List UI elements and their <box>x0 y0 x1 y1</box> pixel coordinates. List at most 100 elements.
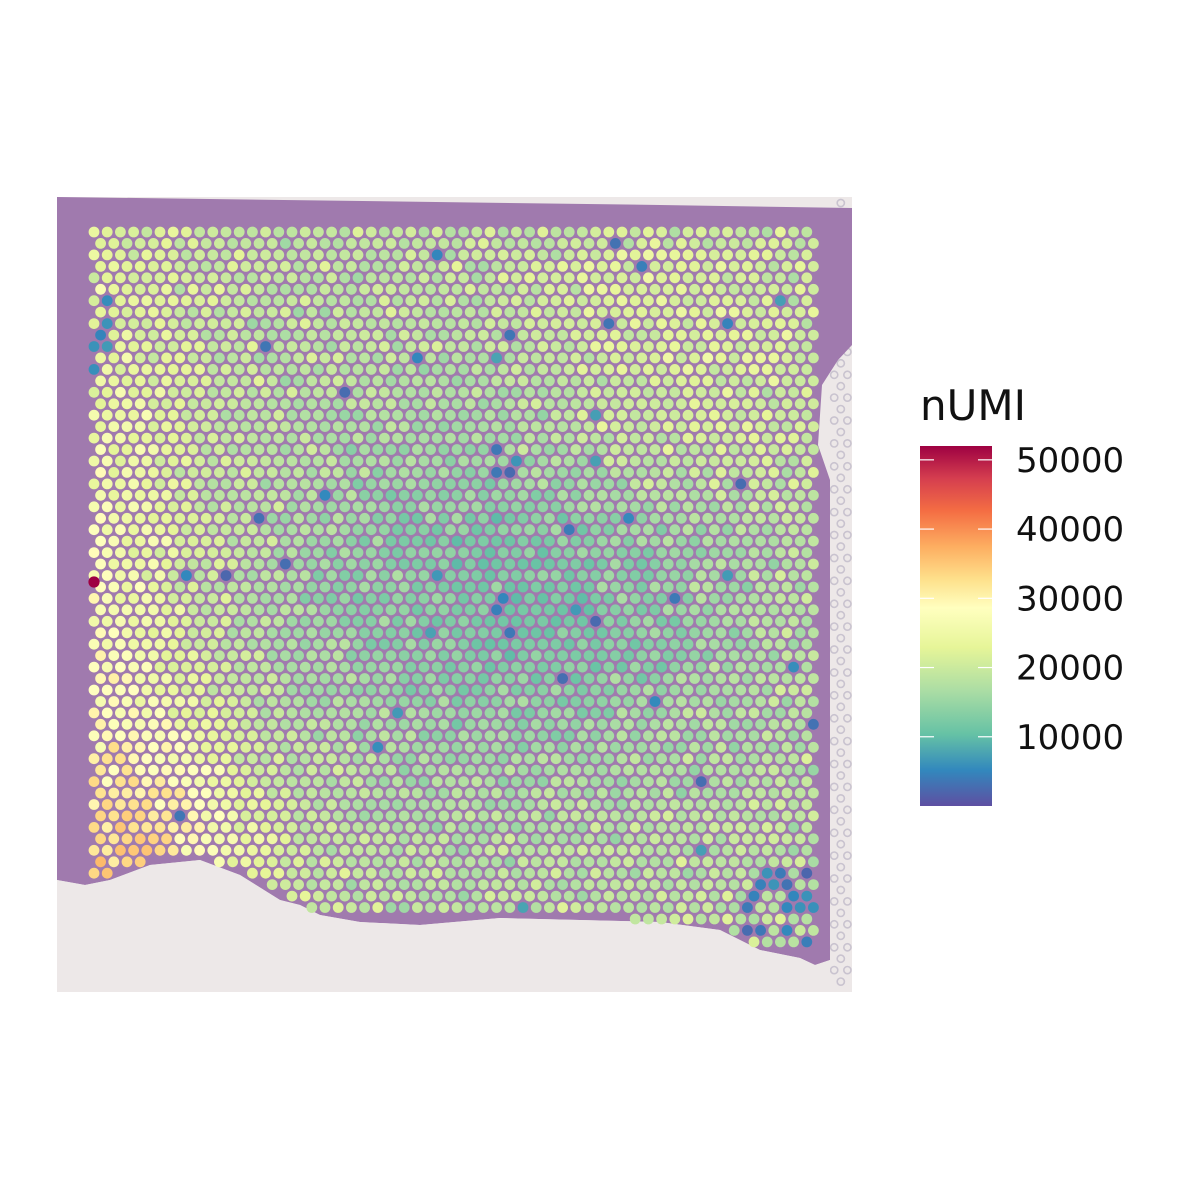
spot <box>471 501 483 513</box>
spot <box>504 558 516 570</box>
spot <box>695 272 707 284</box>
spot <box>306 902 318 913</box>
spot <box>530 902 542 913</box>
spot <box>504 489 516 501</box>
spot <box>616 547 628 558</box>
spot <box>544 902 555 913</box>
spot <box>299 432 311 444</box>
spot <box>669 707 681 719</box>
spot <box>431 867 443 879</box>
spot <box>656 386 667 398</box>
spot <box>207 272 219 284</box>
spot <box>616 295 628 307</box>
spot <box>167 386 179 398</box>
spot <box>484 341 496 352</box>
spot <box>220 799 232 810</box>
spot <box>194 295 206 307</box>
spot <box>649 535 661 547</box>
spot <box>379 226 390 238</box>
spot <box>167 684 179 696</box>
spot <box>240 741 252 753</box>
spot <box>88 432 100 444</box>
spot <box>293 810 304 822</box>
spot <box>154 364 166 375</box>
spot <box>715 833 727 845</box>
spot <box>161 306 173 318</box>
spot <box>253 741 265 753</box>
spot <box>101 844 113 856</box>
spot <box>695 867 707 879</box>
spot <box>260 226 271 238</box>
spot <box>445 776 456 787</box>
spot <box>629 822 641 833</box>
spot <box>445 753 456 765</box>
spot <box>339 684 351 696</box>
spot <box>478 421 489 432</box>
spot <box>504 283 516 295</box>
spot <box>438 902 450 913</box>
empty-spot <box>829 370 839 380</box>
spot <box>141 478 153 490</box>
spot <box>412 444 423 455</box>
spot <box>775 753 786 765</box>
spot <box>240 581 252 593</box>
spot <box>174 329 186 341</box>
spot <box>728 489 740 501</box>
spot <box>134 261 146 272</box>
spot <box>372 489 384 501</box>
spot <box>233 295 245 307</box>
spot <box>332 283 344 295</box>
spot <box>504 673 516 684</box>
spot <box>379 753 390 765</box>
spot <box>504 604 516 616</box>
spot <box>101 318 113 329</box>
spot <box>405 593 417 604</box>
spot <box>537 822 549 833</box>
spot <box>781 696 793 707</box>
spot <box>332 879 344 890</box>
spot <box>497 776 509 787</box>
spot <box>398 238 410 249</box>
spot <box>511 432 522 444</box>
spot <box>695 501 707 513</box>
spot <box>590 867 601 879</box>
spot <box>359 329 370 341</box>
spot <box>405 799 417 810</box>
spot <box>742 512 753 524</box>
spot <box>418 432 430 444</box>
spot <box>134 856 146 868</box>
spot <box>332 833 344 845</box>
spot <box>583 604 595 616</box>
spot <box>260 844 271 856</box>
spot <box>266 283 278 295</box>
spot <box>794 627 806 639</box>
spot <box>326 341 337 352</box>
spot <box>623 352 634 364</box>
spot <box>128 661 140 673</box>
spot <box>537 409 549 421</box>
spot <box>649 375 661 387</box>
spot <box>497 570 509 581</box>
spot <box>768 810 780 822</box>
spot <box>728 650 740 661</box>
spot <box>511 364 522 375</box>
spot <box>801 364 813 375</box>
spot <box>128 318 140 329</box>
spot <box>352 226 364 238</box>
spot <box>682 661 694 673</box>
spot <box>577 295 588 307</box>
spot <box>596 398 608 410</box>
spot <box>425 535 436 547</box>
spot <box>372 741 384 753</box>
tissue-lower-fold <box>57 860 830 992</box>
spot <box>596 833 608 845</box>
spot <box>504 375 516 387</box>
spot <box>801 730 813 742</box>
spot <box>722 776 733 787</box>
spot <box>108 398 120 410</box>
spot <box>398 673 410 684</box>
spot <box>181 615 192 627</box>
spot <box>629 661 641 673</box>
spot <box>128 501 140 513</box>
spot <box>781 352 793 364</box>
